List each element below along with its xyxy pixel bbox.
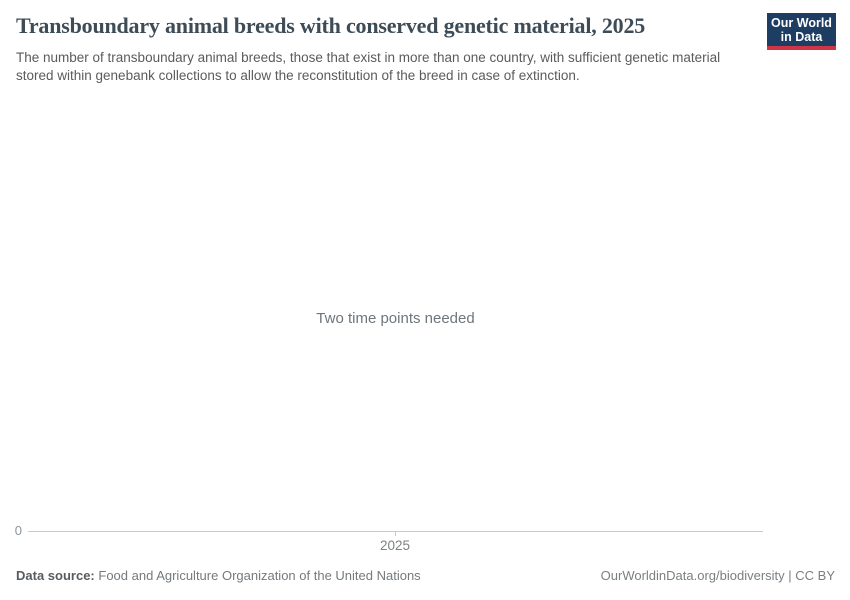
- x-axis-tick: [395, 531, 396, 536]
- attribution-link[interactable]: OurWorldinData.org/biodiversity | CC BY: [600, 568, 835, 583]
- chart-subtitle: The number of transboundary animal breed…: [16, 50, 721, 83]
- owid-logo-line1: Our World: [771, 16, 832, 30]
- empty-chart-message: Two time points needed: [316, 310, 475, 327]
- x-axis-tick-label: 2025: [379, 538, 411, 553]
- y-axis-zero-label: 0: [14, 523, 22, 538]
- chart-footer: Data source: Food and Agriculture Organi…: [16, 568, 835, 584]
- owid-logo-line2: in Data: [780, 30, 823, 44]
- data-source-line: Data source: Food and Agriculture Organi…: [16, 568, 421, 584]
- data-source-name[interactable]: Food and Agriculture Organization of the…: [98, 568, 421, 583]
- chart-title: Transboundary animal breeds with conserv…: [16, 13, 646, 38]
- owid-logo[interactable]: Our World in Data: [767, 13, 836, 50]
- data-source-label: Data source:: [16, 568, 95, 583]
